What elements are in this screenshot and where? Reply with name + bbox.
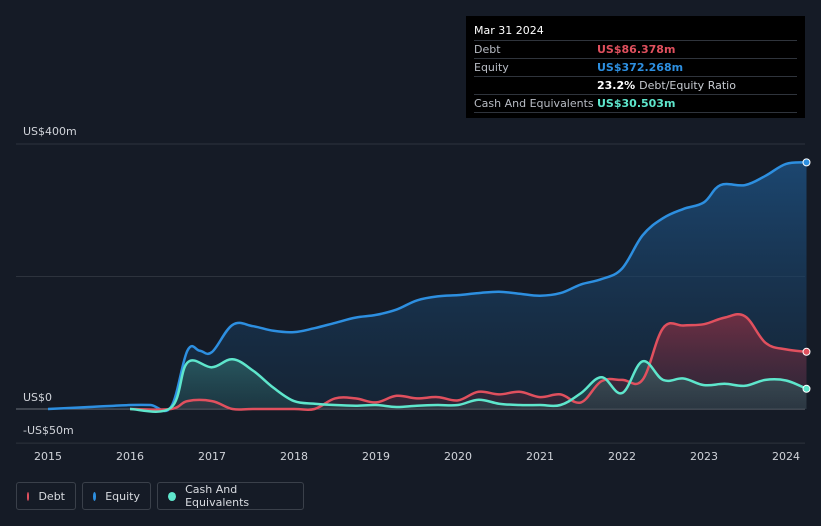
x-tick-label: 2024 — [772, 450, 800, 463]
tooltip-label-cash: Cash And Equivalents — [474, 97, 594, 110]
tooltip-value-cash: US$30.503m — [597, 97, 676, 110]
equity-endpoint — [802, 158, 811, 167]
x-tick-label: 2021 — [526, 450, 554, 463]
tooltip-label-equity: Equity — [474, 61, 509, 74]
cash-and-equivalents-area — [130, 359, 807, 412]
legend-label-cash: Cash And Equivalents — [185, 483, 250, 509]
debt-line — [129, 313, 807, 412]
x-tick-label: 2015 — [34, 450, 62, 463]
tooltip-label-ratio — [474, 77, 597, 94]
y-tick-label: -US$50m — [23, 424, 74, 437]
x-tick-label: 2023 — [690, 450, 718, 463]
legend-debt-dot-icon — [27, 491, 30, 501]
y-tick-label: US$0 — [23, 391, 52, 404]
tooltip-value-ratio: 23.2% — [597, 79, 636, 92]
tooltip-row-debt: Debt US$86.378m — [474, 40, 797, 58]
legend-item-cash[interactable]: Cash And Equivalents — [157, 482, 304, 510]
legend-item-debt[interactable]: Debt — [16, 482, 76, 510]
x-tick-label: 2022 — [608, 450, 636, 463]
tooltip-date: Mar 31 2024 — [474, 24, 544, 37]
x-tick-label: 2017 — [198, 450, 226, 463]
tooltip-ratio-suffix: Debt/Equity Ratio — [639, 79, 736, 92]
tooltip-value-equity: US$372.268m — [597, 61, 684, 74]
tooltip-label-debt: Debt — [474, 43, 501, 56]
equity-area — [48, 162, 807, 411]
legend-equity-dot-icon — [93, 491, 97, 501]
tooltip-row-cash: Cash And Equivalents US$30.503m — [474, 94, 797, 113]
tooltip-panel: Mar 31 2024 Debt US$86.378m Equity US$37… — [466, 16, 805, 118]
cash-and-equivalents-line — [129, 358, 807, 413]
x-tick-label: 2020 — [444, 450, 472, 463]
legend-item-equity[interactable]: Equity — [82, 482, 151, 510]
x-tick-label: 2018 — [280, 450, 308, 463]
legend-label-equity: Equity — [105, 489, 140, 503]
x-tick-label: 2019 — [362, 450, 390, 463]
equity-line — [47, 161, 807, 413]
tooltip-row-ratio: 23.2% Debt/Equity Ratio — [474, 76, 797, 94]
tooltip-row-equity: Equity US$372.268m — [474, 58, 797, 76]
legend-label-debt: Debt — [38, 489, 65, 503]
tooltip-value-debt: US$86.378m — [597, 43, 676, 56]
x-tick-label: 2016 — [116, 450, 144, 463]
legend-cash-dot-icon — [168, 491, 177, 501]
cash-and-equivalents-endpoint — [802, 384, 811, 393]
debt-endpoint — [802, 347, 811, 356]
y-tick-label: US$400m — [23, 125, 77, 138]
